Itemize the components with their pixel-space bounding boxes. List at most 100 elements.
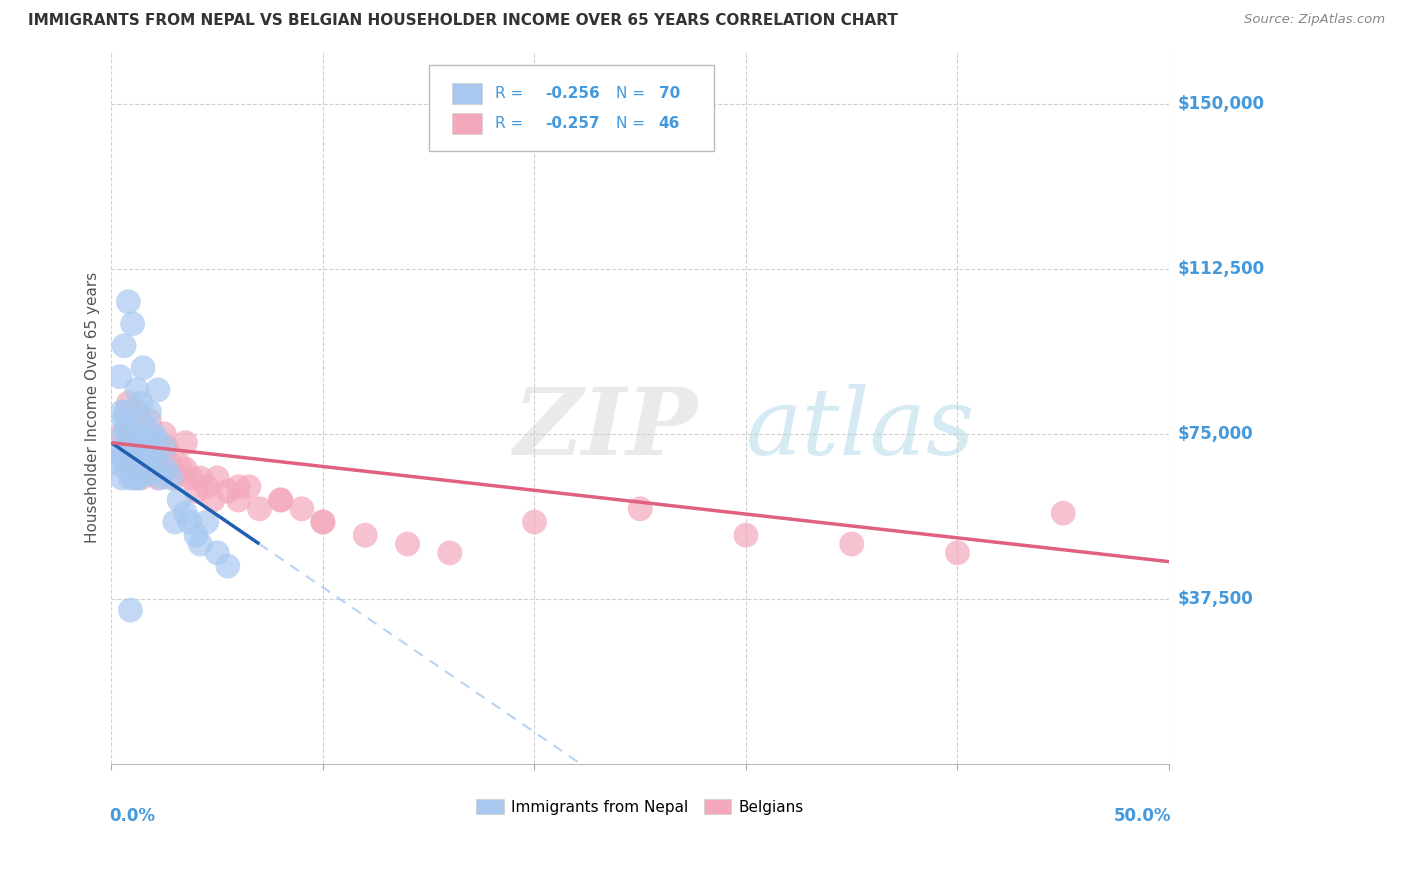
Point: [128, 435, 150, 450]
Point: [111, 471, 134, 485]
Text: atlas: atlas: [747, 384, 976, 474]
Point: [146, 458, 169, 472]
Point: [132, 462, 155, 476]
Text: $112,500: $112,500: [1177, 260, 1264, 277]
Point: [163, 471, 186, 485]
Text: -0.257: -0.257: [546, 116, 600, 131]
Point: [111, 405, 134, 419]
Point: [125, 440, 148, 454]
Point: [120, 449, 142, 463]
Point: [735, 528, 758, 542]
Point: [153, 440, 176, 454]
Point: [145, 431, 167, 445]
Text: N =: N =: [616, 116, 651, 131]
Text: 0.0%: 0.0%: [110, 807, 155, 825]
Point: [149, 471, 172, 485]
Text: 46: 46: [659, 116, 681, 131]
Point: [134, 440, 156, 454]
Point: [128, 453, 150, 467]
Point: [205, 471, 228, 485]
Point: [238, 480, 260, 494]
Point: [115, 458, 138, 472]
Point: [108, 369, 131, 384]
Point: [291, 501, 314, 516]
Point: [228, 493, 250, 508]
Point: [167, 493, 190, 508]
Point: [217, 559, 239, 574]
Point: [125, 405, 148, 419]
Text: R =: R =: [495, 86, 529, 101]
Text: -0.256: -0.256: [546, 86, 600, 101]
Point: [136, 458, 159, 472]
Y-axis label: Householder Income Over 65 years: Householder Income Over 65 years: [86, 272, 100, 543]
Point: [153, 426, 176, 441]
FancyBboxPatch shape: [429, 65, 714, 151]
Point: [121, 444, 143, 458]
Point: [125, 449, 148, 463]
Point: [184, 484, 207, 499]
Point: [121, 458, 143, 472]
Point: [396, 537, 419, 551]
Point: [150, 449, 173, 463]
Point: [249, 501, 271, 516]
Point: [138, 467, 160, 481]
Point: [195, 480, 218, 494]
Point: [120, 603, 142, 617]
Legend: Immigrants from Nepal, Belgians: Immigrants from Nepal, Belgians: [470, 793, 810, 821]
Point: [270, 493, 292, 508]
Point: [155, 462, 177, 476]
Point: [134, 431, 156, 445]
Point: [312, 515, 335, 529]
Bar: [451, 83, 482, 104]
Point: [129, 396, 152, 410]
Point: [195, 515, 218, 529]
Text: $150,000: $150,000: [1177, 95, 1264, 112]
Point: [115, 405, 138, 419]
Text: N =: N =: [616, 86, 651, 101]
Point: [174, 506, 197, 520]
Point: [121, 458, 143, 472]
Text: $37,500: $37,500: [1177, 591, 1253, 608]
Point: [132, 360, 155, 375]
Point: [112, 426, 135, 441]
Point: [174, 462, 197, 476]
Point: [115, 423, 138, 437]
Point: [117, 426, 139, 441]
Point: [120, 471, 142, 485]
Point: [132, 440, 155, 454]
Point: [205, 546, 228, 560]
Point: [312, 515, 335, 529]
Text: 50.0%: 50.0%: [1114, 807, 1171, 825]
Point: [270, 493, 292, 508]
Point: [125, 383, 148, 397]
Text: $75,000: $75,000: [1177, 425, 1253, 443]
Point: [132, 418, 155, 433]
Point: [125, 471, 148, 485]
Point: [117, 440, 139, 454]
Point: [121, 467, 143, 481]
Point: [142, 444, 165, 458]
Point: [129, 426, 152, 441]
Point: [134, 449, 156, 463]
Point: [138, 414, 160, 428]
Point: [439, 546, 461, 560]
Point: [841, 537, 863, 551]
Point: [188, 471, 211, 485]
Text: R =: R =: [495, 116, 529, 131]
Point: [228, 480, 250, 494]
Point: [174, 435, 197, 450]
Point: [188, 537, 211, 551]
Point: [104, 449, 127, 463]
Point: [128, 471, 150, 485]
Text: ZIP: ZIP: [513, 384, 697, 474]
Point: [108, 458, 131, 472]
Point: [124, 462, 146, 476]
Point: [136, 435, 159, 450]
Bar: [451, 112, 482, 134]
Point: [159, 471, 181, 485]
Point: [142, 426, 165, 441]
Point: [523, 515, 546, 529]
Point: [180, 471, 202, 485]
Point: [946, 546, 969, 560]
Point: [129, 471, 152, 485]
